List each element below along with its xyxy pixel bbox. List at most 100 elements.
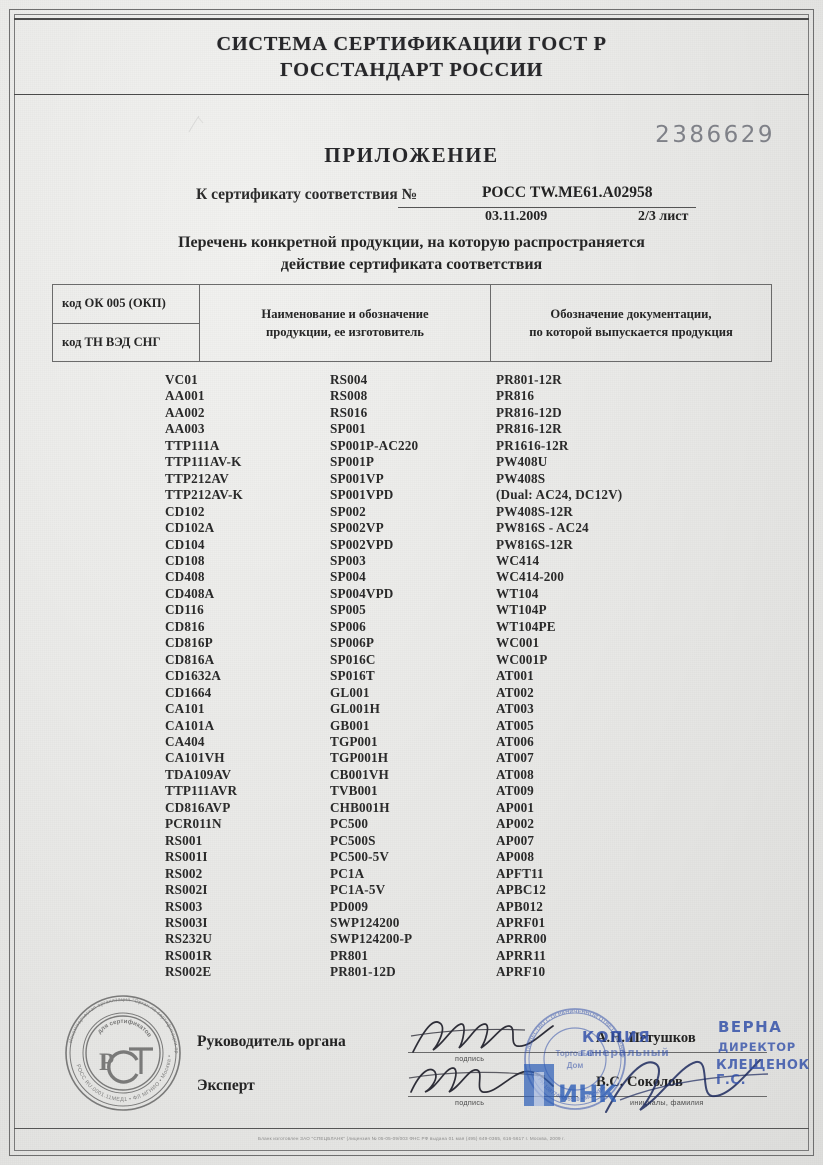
signature-role-head: Руководитель органа [197, 1033, 346, 1050]
product-code-cell: PW816S - AC24 [496, 520, 589, 536]
product-code-cell: TTP111A [165, 437, 220, 453]
product-code-cell: AT001 [496, 668, 534, 684]
product-code-cell: AP008 [496, 849, 535, 865]
product-code-cell: CD816 [165, 618, 205, 634]
product-code-cell: PR801 [330, 947, 369, 963]
product-code-cell: CD408 [165, 569, 205, 585]
signature-caption-expert: подпись [455, 1098, 485, 1107]
product-code-cell: CD102A [165, 520, 215, 536]
product-code-cell: PCR011N [165, 816, 222, 832]
page-title: ПРИЛОЖЕНИЕ [324, 143, 499, 167]
product-code-cell: PW408S-12R [496, 503, 573, 519]
product-code-cell: PC500-5V [330, 849, 390, 865]
product-code-cell: CD1632A [165, 668, 221, 684]
signature-line-expert [408, 1096, 578, 1097]
outer-border [9, 9, 814, 1156]
product-code-cell: TGP001H [330, 750, 389, 766]
title-line-1: СИСТЕМА СЕРТИФИКАЦИИ ГОСТ Р [216, 33, 607, 55]
product-code-cell: APRR11 [496, 947, 546, 963]
product-code-cell: AT008 [496, 766, 534, 782]
product-code-cell: (Dual: AC24, DC12V) [496, 487, 623, 503]
product-code-column-2: RS004 RS008 RS016 SP001 SP001P-AC220 SP001P SP… [330, 372, 418, 981]
product-code-cell: CD816A [165, 651, 215, 667]
product-code-cell: SP006P [330, 635, 375, 651]
product-code-cell: SP005 [330, 602, 366, 618]
blue-round-stamp: ОБЩЕСТВО С ОГРАНИЧЕННОЙ ОТВЕТСТВЕННОСТЬЮ… [513, 996, 634, 1118]
product-code-cell: CD816AVP [165, 799, 231, 815]
name-caption-expert: инициалы, фамилия [630, 1098, 704, 1107]
product-code-cell: VC01 [165, 372, 198, 387]
product-code-cell: GB001 [330, 717, 370, 733]
product-code-cell: TTP111AVR [165, 783, 238, 799]
product-code-cell: WC414-200 [496, 569, 565, 585]
certificate-date: 03.11.2009 [485, 209, 548, 224]
tinko-logo-stamp: ИНКО [520, 1058, 638, 1114]
product-code-cell: APRR00 [496, 931, 547, 947]
table-header-okp: код ОК 005 (ОКП) [53, 285, 199, 324]
document-title-band: СИСТЕМА СЕРТИФИКАЦИИ ГОСТ Р ГОССТАНДАРТ … [14, 18, 809, 95]
product-code-cell: AP001 [496, 799, 535, 815]
product-code-cell: CD116 [165, 602, 204, 618]
product-code-cell: SP016T [330, 668, 375, 684]
product-code-cell: SP006 [330, 618, 366, 634]
product-code-cell: AP002 [496, 816, 535, 832]
product-code-cell: RS002I [165, 882, 208, 898]
product-code-cell: CA101A [165, 717, 215, 733]
product-code-cell: PR816-12R [496, 421, 562, 437]
product-code-cell: SP002 [330, 503, 366, 519]
product-code-cell: CB001VH [330, 766, 389, 782]
table-header-product-name-line2: продукции, ее изготовитель [266, 325, 424, 339]
table-header-tnved: код ТН ВЭД СНГ [62, 334, 161, 349]
svg-text:Торговый: Торговый [556, 1049, 595, 1058]
product-code-cell: AA003 [165, 421, 205, 437]
product-code-cell: PW816S-12R [496, 536, 573, 552]
product-code-cell: RS003I [165, 914, 208, 930]
product-code-cell: PR816 [496, 388, 535, 404]
product-code-cell: CD816P [165, 635, 213, 651]
product-code-cell: AA002 [165, 404, 205, 420]
product-table-header: код ОК 005 (ОКП) код ТН ВЭД СНГ Наименов… [52, 284, 772, 362]
subtitle-line-1: Перечень конкретной продукции, на котору… [178, 234, 645, 251]
official-round-seal: Некоммерческая организация "Орган по сер… [58, 988, 188, 1118]
svg-text:Дом: Дом [567, 1061, 584, 1070]
product-code-cell: AT009 [496, 783, 534, 799]
product-code-cell: SP002VPD [330, 536, 394, 552]
product-code-cell: SWP124200-P [330, 931, 413, 947]
certificate-underline [398, 207, 696, 208]
signatory-name-head: А.Н. Петушков [596, 1030, 696, 1046]
table-header-documentation-line2: по которой выпускается продукция [529, 325, 733, 339]
product-code-cell: WT104PE [496, 618, 556, 634]
product-code-cell: WC414 [496, 552, 540, 568]
product-code-column-1: VC01 AA001 AA002 AA003 TTP111A TTP111AV-K TTP2… [165, 372, 243, 981]
table-header-product-name-line1: Наименование и обозначение [261, 307, 429, 321]
product-code-cell: RS016 [330, 404, 368, 420]
product-code-cell: TTP212AV-K [165, 487, 243, 503]
product-code-cell: RS001R [165, 947, 213, 963]
product-code-cell: CD108 [165, 552, 205, 568]
table-header-col-codes: код ОК 005 (ОКП) код ТН ВЭД СНГ [53, 285, 200, 361]
product-code-cell: GL001H [330, 701, 380, 717]
product-code-cell: PR801-12R [496, 372, 562, 387]
product-code-cell: PD009 [330, 898, 369, 914]
product-code-cell: WC001 [496, 635, 540, 651]
product-code-cell: APFT11 [496, 865, 544, 881]
table-header-documentation: Обозначение документации, по которой вып… [491, 285, 771, 361]
product-code-cell: PW408S [496, 470, 546, 486]
document-number: 2386629 [655, 122, 775, 148]
product-code-cell: CD408A [165, 585, 215, 601]
product-code-cell: SP002VP [330, 520, 384, 536]
inner-border [14, 14, 809, 1151]
product-code-cell: CA101VH [165, 750, 225, 766]
page-subtitle: Перечень конкретной продукции, на котору… [0, 232, 823, 276]
product-code-cell: SP003 [330, 552, 366, 568]
product-code-cell: WT104 [496, 585, 539, 601]
product-code-cell: CA404 [165, 733, 205, 749]
title-line-2: ГОССТАНДАРТ РОССИИ [279, 59, 544, 81]
product-code-cell: CD104 [165, 536, 205, 552]
product-code-cell: AT002 [496, 684, 534, 700]
product-code-cell: RS002E [165, 964, 212, 980]
product-code-cell: TDA109AV [165, 766, 232, 782]
product-code-cell: AT003 [496, 701, 534, 717]
product-code-cell: AT007 [496, 750, 534, 766]
product-code-cell: APB012 [496, 898, 544, 914]
